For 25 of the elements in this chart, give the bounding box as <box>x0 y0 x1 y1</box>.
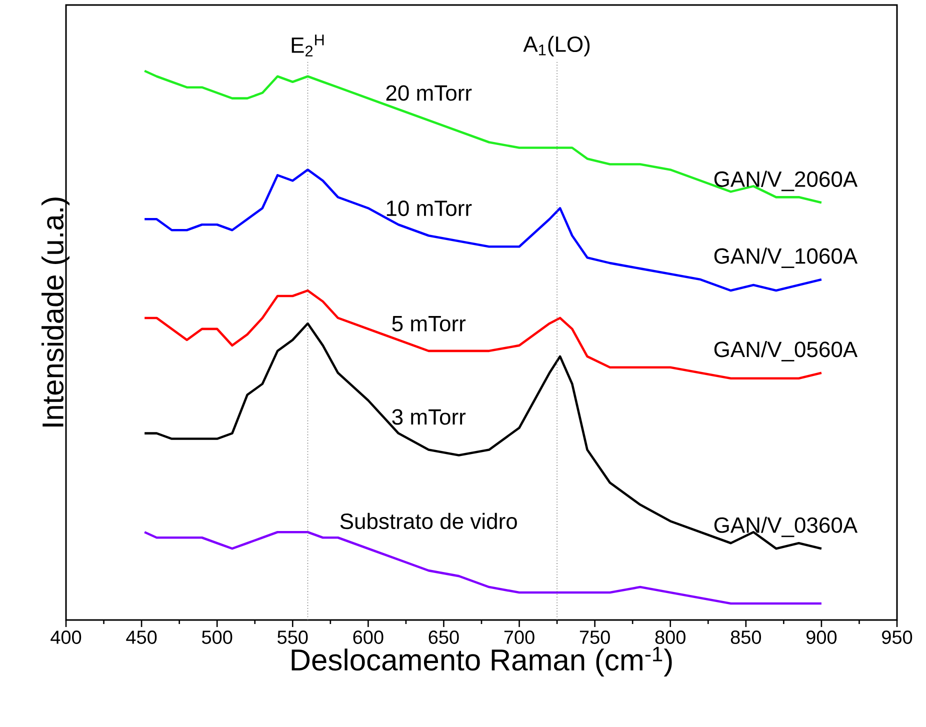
series-label: GAN/V_2060A <box>714 170 858 192</box>
annotation: 5 mTorr <box>392 316 466 332</box>
series-label: GAN/V_0560A <box>714 341 858 362</box>
series-label: GAN/V_0360A <box>714 516 858 538</box>
x-tick-label: 450 <box>126 630 157 644</box>
ref-line-label: A$_{1}$(LO) <box>523 36 590 56</box>
series-label: GAN/V_1060A <box>714 248 858 268</box>
annotation: Substrato de vidro <box>340 512 517 530</box>
ref-line-label: E$_{2}$H <box>292 34 324 56</box>
x-tick-label: 800 <box>655 630 686 644</box>
x-tick-label: 650 <box>428 630 459 644</box>
x-axis-title: Deslocamento Raman (cm$^{-1}$) <box>292 646 672 677</box>
x-tick-label: 850 <box>730 630 762 644</box>
x-tick-label: 500 <box>202 630 232 644</box>
annotation: 10 mTorr <box>386 200 472 216</box>
annotation: 3 mTorr <box>392 409 466 425</box>
x-tick-label: 400 <box>50 630 82 644</box>
x-tick-label: 950 <box>882 630 912 644</box>
x-tick-label: 900 <box>806 630 837 644</box>
y-axis-title: Intensidade (u.a.) <box>42 198 70 426</box>
x-tick-label: 600 <box>353 630 384 644</box>
x-tick-label: 750 <box>580 630 610 644</box>
annotation: 20 mTorr <box>386 85 472 101</box>
x-tick-label: 700 <box>504 630 534 644</box>
x-tick-label: 550 <box>278 630 308 644</box>
